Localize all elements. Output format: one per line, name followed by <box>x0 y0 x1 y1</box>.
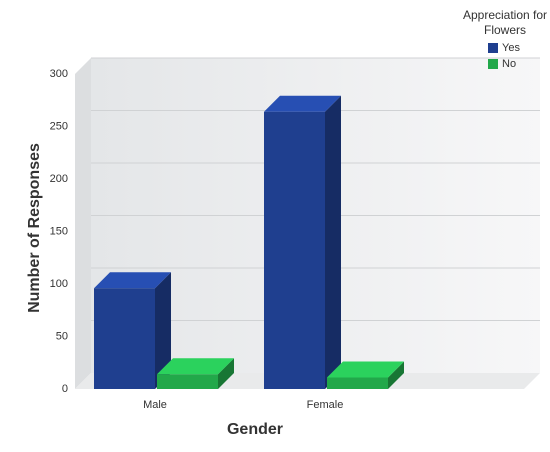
bar-top <box>264 95 341 112</box>
legend-title: Appreciation for Flowers <box>462 8 548 37</box>
y-axis-title: Number of Responses <box>26 143 43 313</box>
bar-side <box>218 358 234 389</box>
y-tick-label: 50 <box>56 330 68 342</box>
bar-side <box>388 361 404 389</box>
bar-side <box>325 95 341 390</box>
x-tick-label: Female <box>307 399 344 411</box>
bar <box>264 95 341 390</box>
x-tick-label: Male <box>143 399 167 411</box>
bar-top <box>327 361 404 378</box>
y-tick-label: 250 <box>50 120 68 132</box>
side-wall <box>75 58 91 389</box>
bar-front <box>157 374 218 389</box>
bar-front <box>264 111 325 390</box>
y-tick-label: 150 <box>50 225 68 237</box>
bar-front <box>94 288 155 389</box>
y-tick-label: 100 <box>50 278 68 290</box>
bar-side <box>155 272 171 389</box>
legend-label: No <box>502 58 516 70</box>
x-axis-title: Gender <box>227 421 283 438</box>
bar-top <box>157 358 234 375</box>
legend-swatch <box>488 59 498 69</box>
y-tick-label: 0 <box>62 383 68 395</box>
y-tick-label: 300 <box>50 68 68 80</box>
legend-swatch <box>488 43 498 53</box>
bar-front <box>327 377 388 389</box>
legend-label: Yes <box>502 42 520 54</box>
bar-top <box>94 272 171 289</box>
bar <box>327 361 404 389</box>
bar <box>94 272 171 389</box>
y-tick-label: 200 <box>50 173 68 185</box>
bar <box>157 358 234 389</box>
